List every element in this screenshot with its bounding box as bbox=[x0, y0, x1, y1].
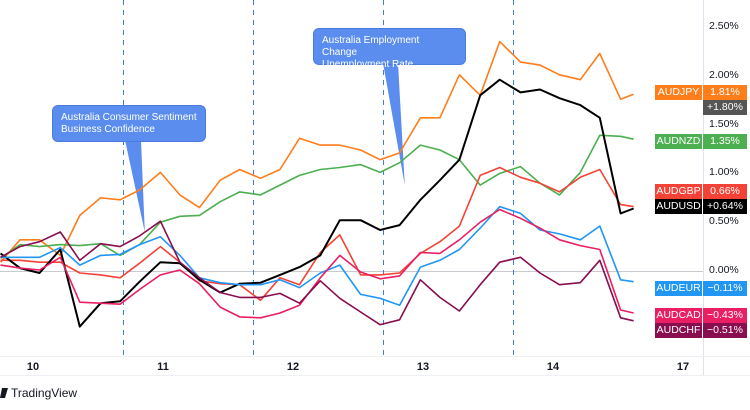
y-tick-label: 0.50% bbox=[709, 215, 739, 228]
annotation-line: Australia Consumer Sentiment bbox=[61, 112, 197, 123]
series-value-label-audgbp: 0.66% bbox=[703, 184, 747, 199]
series-value-label-audjpy: 1.81% bbox=[703, 85, 747, 100]
y-tick-label: 2.00% bbox=[709, 68, 739, 81]
series-value-label-audnzd: 1.35% bbox=[703, 134, 747, 149]
series-name-label-audeur[interactable]: AUDEUR bbox=[655, 281, 702, 296]
annotation-pointer bbox=[125, 140, 145, 232]
x-tick-label: 10 bbox=[26, 361, 40, 373]
series-line-audgbp[interactable] bbox=[0, 166, 634, 302]
logo-text: TradingView bbox=[11, 386, 78, 400]
y-tick-label: 0.00% bbox=[709, 264, 739, 276]
series-name-label-audcad[interactable]: AUDCAD bbox=[655, 308, 702, 323]
series-name-label-audnzd[interactable]: AUDNZD bbox=[655, 134, 702, 149]
event-annotation-consumer-sentiment[interactable]: Australia Consumer Sentiment Business Co… bbox=[52, 105, 206, 142]
x-tick-label: 14 bbox=[546, 361, 560, 373]
y-tick-label: 1.50% bbox=[709, 117, 739, 130]
series-value-label-audcad: −0.43% bbox=[703, 308, 747, 323]
annotation-line: Business Confidence bbox=[61, 124, 155, 135]
annotation-line: Unemployment Rate bbox=[322, 59, 414, 70]
y-tick-label: 2.50% bbox=[709, 20, 739, 32]
x-tick-label: 12 bbox=[286, 361, 300, 373]
x-tick-label: 11 bbox=[157, 361, 169, 373]
series-line-audchf[interactable] bbox=[0, 220, 634, 326]
series-name-label-audchf[interactable]: AUDCHF bbox=[655, 323, 702, 338]
series-line-audjpy[interactable] bbox=[0, 40, 634, 263]
series-name-label-audgbp[interactable]: AUDGBP bbox=[655, 184, 702, 199]
series-value-label-audeur: −0.11% bbox=[703, 281, 747, 296]
tradingview-logo[interactable]: TradingView bbox=[0, 386, 77, 400]
x-tick-label: 13 bbox=[416, 361, 430, 373]
event-annotation-employment-change[interactable]: Australia Employment Change Unemployment… bbox=[313, 28, 466, 70]
series-line-audnzd[interactable] bbox=[0, 134, 634, 259]
series-line-audusd[interactable] bbox=[0, 78, 634, 328]
price-line-label: +1.80% bbox=[703, 100, 747, 115]
tradingview-logo-icon bbox=[0, 388, 8, 398]
series-name-label-audusd[interactable]: AUDUSD bbox=[655, 199, 702, 214]
annotation-pointer bbox=[383, 63, 405, 186]
series-line-audeur[interactable] bbox=[0, 205, 634, 307]
series-value-label-audusd: +0.64% bbox=[703, 199, 747, 214]
y-tick-label: 1.00% bbox=[709, 166, 739, 179]
series-value-label-audchf: −0.51% bbox=[703, 323, 747, 338]
series-line-audcad[interactable] bbox=[0, 208, 634, 319]
x-tick-label: 17 bbox=[676, 361, 690, 373]
annotation-line: Australia Employment Change bbox=[322, 35, 420, 58]
series-name-label-audjpy[interactable]: AUDJPY bbox=[655, 85, 702, 100]
